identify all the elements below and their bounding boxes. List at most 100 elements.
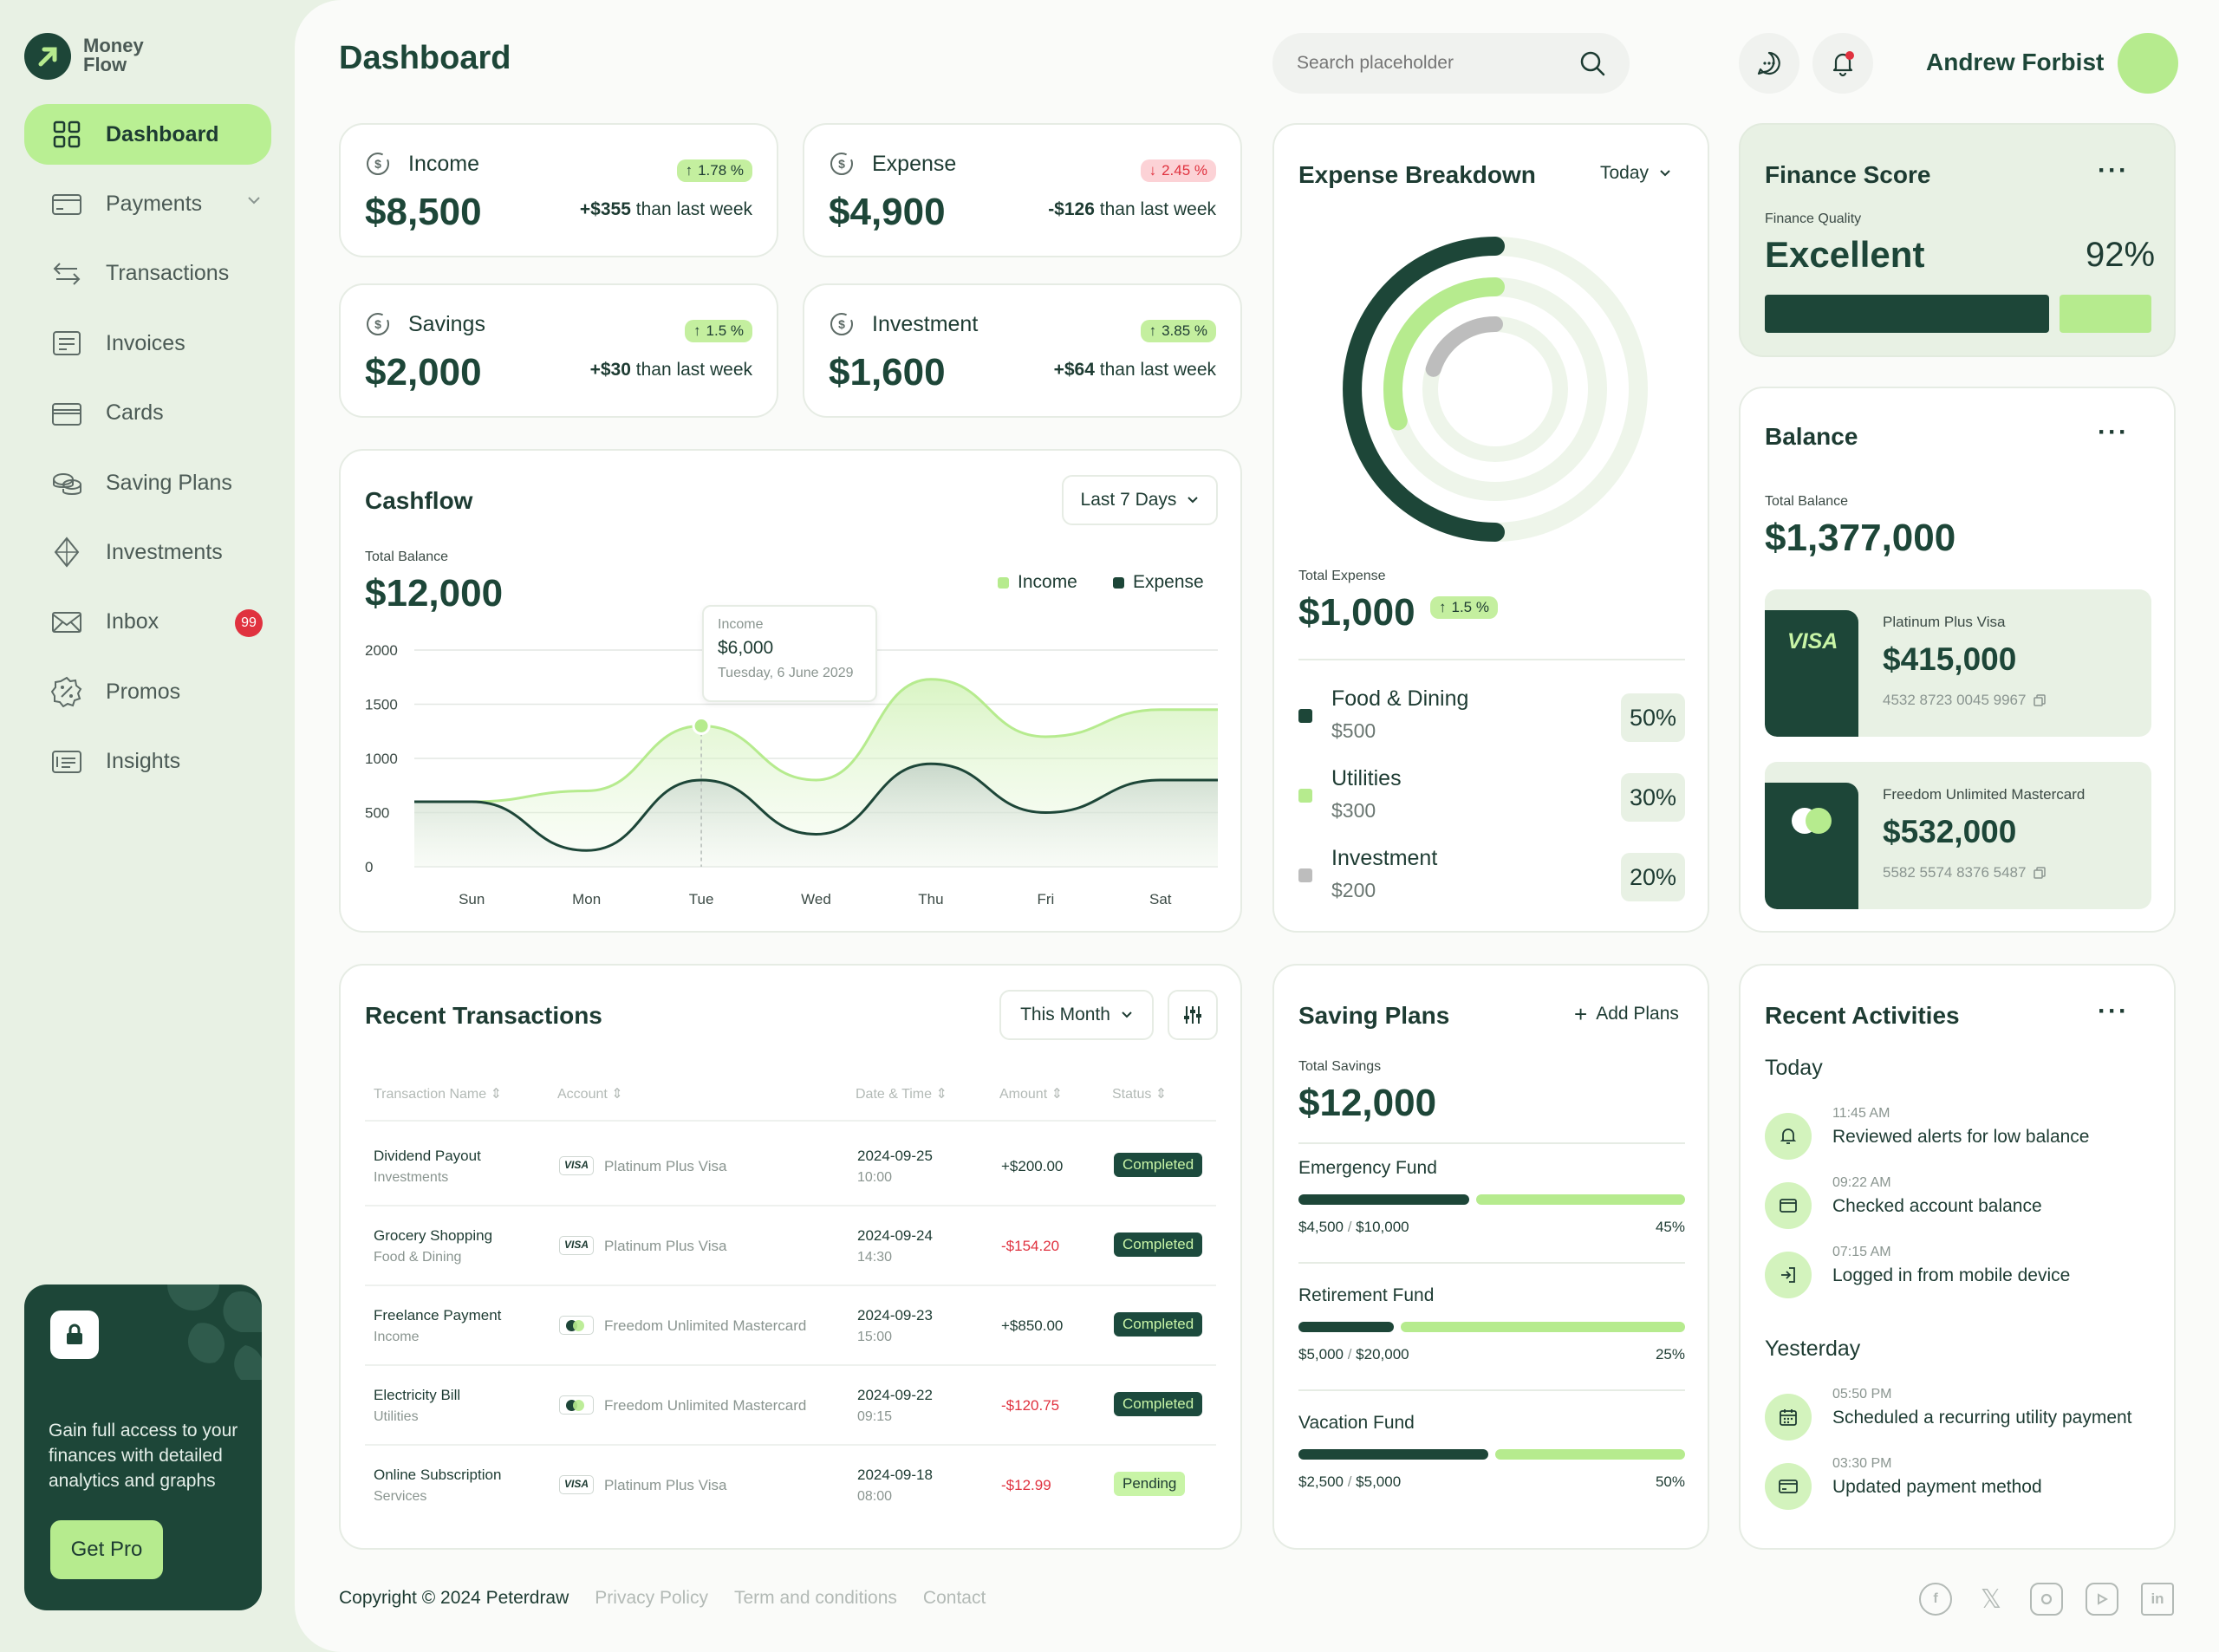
x-tick-label: Fri	[1037, 891, 1054, 907]
transactions-range-select[interactable]: This Month	[999, 990, 1154, 1040]
plan-progress-rest	[1401, 1322, 1685, 1332]
bell-icon	[1765, 1113, 1812, 1160]
y-tick-label: 2000	[365, 642, 398, 659]
total-balance-value: $1,377,000	[1765, 517, 1956, 559]
contact-link[interactable]: Contact	[922, 1588, 986, 1608]
facebook-icon[interactable]: f	[1919, 1583, 1952, 1616]
search-icon[interactable]	[1579, 50, 1605, 76]
notification-button[interactable]	[1812, 33, 1873, 94]
table-row[interactable]: Online Subscription Services VISA Platinum …	[341, 1446, 1242, 1525]
cashflow-range-select[interactable]: Last 7 Days	[1062, 475, 1218, 525]
saving-plan-item[interactable]: Retirement Fund $5,000 / $20,000 25%	[1298, 1285, 1685, 1391]
user-name[interactable]: Andrew Forbist	[1926, 49, 2105, 75]
sidebar-item-insights[interactable]: Insights	[24, 732, 271, 792]
y-tick-label: 500	[365, 805, 389, 822]
activity-item[interactable]: 09:22 AM Checked account balance	[1765, 1175, 2151, 1236]
stat-delta: +$30 than last week	[590, 360, 752, 380]
promo-card: Gain full access to your finances with d…	[24, 1285, 262, 1610]
x-icon[interactable]: 𝕏	[1980, 1584, 2002, 1614]
x-tick-label: Sun	[459, 891, 485, 907]
search-bar[interactable]	[1272, 33, 1630, 94]
filter-button[interactable]	[1168, 990, 1218, 1040]
terms-link[interactable]: Term and conditions	[733, 1588, 897, 1608]
breakdown-item: Investment $200 20%	[1298, 846, 1685, 915]
more-options-icon[interactable]: ···	[2098, 997, 2129, 1025]
cashflow-balance-label: Total Balance	[365, 550, 449, 564]
transaction-date: 2024-09-22	[857, 1387, 933, 1403]
activity-item[interactable]: 11:45 AM Reviewed alerts for low balance	[1765, 1106, 2151, 1167]
privacy-policy-link[interactable]: Privacy Policy	[595, 1588, 708, 1608]
sidebar-item-invoices[interactable]: Invoices	[24, 313, 271, 374]
table-row[interactable]: Grocery Shopping Food & Dining VISA Platinu…	[341, 1206, 1242, 1286]
sidebar-item-inbox[interactable]: Inbox 99	[24, 592, 271, 653]
chat-button[interactable]	[1739, 33, 1799, 94]
saving-plans-card: Saving Plans + Add Plans Total Savings $1…	[1272, 964, 1709, 1550]
activity-item[interactable]: 07:15 AM Logged in from mobile device	[1765, 1245, 2151, 1305]
plan-amounts: $4,500 / $10,000	[1298, 1219, 1409, 1235]
sidebar-item-label: Dashboard	[106, 121, 219, 146]
credit-card-icon	[1765, 1463, 1812, 1510]
sidebar-item-dashboard[interactable]: Dashboard	[24, 104, 271, 165]
diamond-icon	[50, 536, 83, 569]
column-header[interactable]: Date & Time ⇕	[856, 1087, 947, 1102]
activity-item[interactable]: 05:50 PM Scheduled a recurring utility pa…	[1765, 1387, 2151, 1447]
column-header[interactable]: Status ⇕	[1112, 1087, 1168, 1102]
activity-time: 11:45 AM	[1832, 1106, 1890, 1121]
balance-card-item[interactable]: Freedom Unlimited Mastercard $532,000 5582…	[1765, 762, 2151, 909]
lock-icon	[50, 1311, 99, 1359]
transactions-title: Recent Transactions	[365, 1002, 602, 1029]
sidebar-item-cards[interactable]: Cards	[24, 383, 271, 444]
instagram-icon[interactable]	[2030, 1583, 2063, 1616]
more-options-icon[interactable]: ···	[2098, 156, 2129, 185]
legend-income: Income	[998, 572, 1077, 593]
sidebar-item-saving-plans[interactable]: Saving Plans	[24, 452, 271, 513]
donut-segment-investment	[1425, 316, 1503, 377]
stat-label: Expense	[872, 152, 957, 176]
score-rating: Excellent	[1765, 234, 1925, 275]
table-row[interactable]: Freelance Payment Income Freedom Unlimited…	[341, 1286, 1242, 1366]
linkedin-icon[interactable]: in	[2141, 1583, 2174, 1616]
row-divider	[365, 1444, 1216, 1446]
table-row[interactable]: Dividend Payout Investments VISA Platinum P…	[341, 1127, 1242, 1206]
saving-plan-item[interactable]: Vacation Fund $2,500 / $5,000 50%	[1298, 1413, 1685, 1517]
divider	[1298, 1389, 1685, 1391]
add-plans-button[interactable]: + Add Plans	[1574, 1001, 1679, 1027]
sidebar-item-investments[interactable]: Investments	[24, 522, 271, 582]
activity-item[interactable]: 03:30 PM Updated payment method	[1765, 1456, 2151, 1517]
search-input[interactable]	[1297, 53, 1583, 74]
expense-area	[414, 764, 1218, 867]
plan-percent: 50%	[1655, 1473, 1685, 1490]
activity-text: Checked account balance	[1832, 1196, 2042, 1216]
percent-badge-icon	[50, 675, 83, 708]
table-row[interactable]: Electricity Bill Utilities Freedom Unlimit…	[341, 1366, 1242, 1446]
sidebar-item-payments[interactable]: Payments	[24, 173, 271, 234]
column-header[interactable]: Amount ⇕	[999, 1087, 1063, 1102]
plan-progress-fill	[1298, 1322, 1394, 1332]
table-header-divider	[365, 1120, 1216, 1122]
account-name: Platinum Plus Visa	[604, 1158, 727, 1174]
sidebar-item-transactions[interactable]: Transactions	[24, 244, 271, 304]
avatar[interactable]	[2118, 33, 2178, 94]
activities-title: Recent Activities	[1765, 1002, 1960, 1029]
column-header[interactable]: Account ⇕	[557, 1087, 623, 1102]
copy-icon[interactable]	[2033, 866, 2047, 880]
youtube-icon[interactable]	[2086, 1583, 2118, 1616]
row-divider	[365, 1364, 1216, 1366]
copy-icon[interactable]	[2033, 693, 2047, 707]
balance-card-item[interactable]: VISA Platinum Plus Visa $415,000 4532 8723 …	[1765, 589, 2151, 737]
transaction-amount: -$120.75	[1001, 1397, 1060, 1414]
get-pro-button[interactable]: Get Pro	[50, 1520, 163, 1579]
plan-progress-rest	[1495, 1449, 1685, 1460]
more-options-icon[interactable]: ···	[2098, 418, 2129, 446]
inbox-badge: 99	[235, 608, 263, 637]
breakdown-range-select[interactable]: Today	[1600, 163, 1671, 184]
saving-plan-item[interactable]: Emergency Fund $4,500 / $10,000 45%	[1298, 1158, 1685, 1264]
payment-card-icon	[50, 187, 83, 220]
footer: Copyright © 2024 Peterdraw Privacy Polic…	[339, 1588, 986, 1609]
sidebar-item-promos[interactable]: Promos	[24, 661, 271, 722]
category-amount: $300	[1331, 799, 1376, 822]
stat-value: $2,000	[365, 351, 482, 393]
column-header[interactable]: Transaction Name ⇕	[374, 1087, 502, 1102]
total-savings-label: Total Savings	[1298, 1059, 1382, 1074]
category-color-swatch	[1298, 868, 1312, 882]
